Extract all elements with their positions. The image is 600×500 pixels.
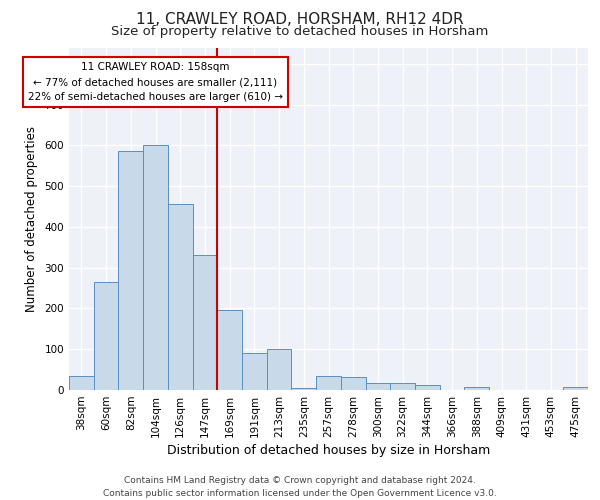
Bar bbox=[390, 383, 415, 390]
Text: 11 CRAWLEY ROAD: 158sqm
← 77% of detached houses are smaller (2,111)
22% of semi: 11 CRAWLEY ROAD: 158sqm ← 77% of detache… bbox=[28, 62, 283, 102]
Bar bbox=[217, 310, 242, 390]
Text: Contains HM Land Registry data © Crown copyright and database right 2024.
Contai: Contains HM Land Registry data © Crown c… bbox=[103, 476, 497, 498]
Text: 11, CRAWLEY ROAD, HORSHAM, RH12 4DR: 11, CRAWLEY ROAD, HORSHAM, RH12 4DR bbox=[136, 12, 464, 28]
Bar bbox=[118, 152, 143, 390]
Bar bbox=[563, 387, 588, 390]
Bar bbox=[143, 146, 168, 390]
Bar bbox=[267, 349, 292, 390]
Bar bbox=[168, 204, 193, 390]
Bar bbox=[69, 376, 94, 390]
Bar bbox=[316, 376, 341, 390]
Bar bbox=[341, 377, 365, 390]
Bar bbox=[193, 256, 217, 390]
Bar bbox=[464, 387, 489, 390]
Bar bbox=[292, 388, 316, 390]
Bar bbox=[365, 383, 390, 390]
Bar bbox=[242, 354, 267, 390]
Bar bbox=[415, 385, 440, 390]
X-axis label: Distribution of detached houses by size in Horsham: Distribution of detached houses by size … bbox=[167, 444, 490, 457]
Y-axis label: Number of detached properties: Number of detached properties bbox=[25, 126, 38, 312]
Bar bbox=[94, 282, 118, 390]
Text: Size of property relative to detached houses in Horsham: Size of property relative to detached ho… bbox=[112, 25, 488, 38]
